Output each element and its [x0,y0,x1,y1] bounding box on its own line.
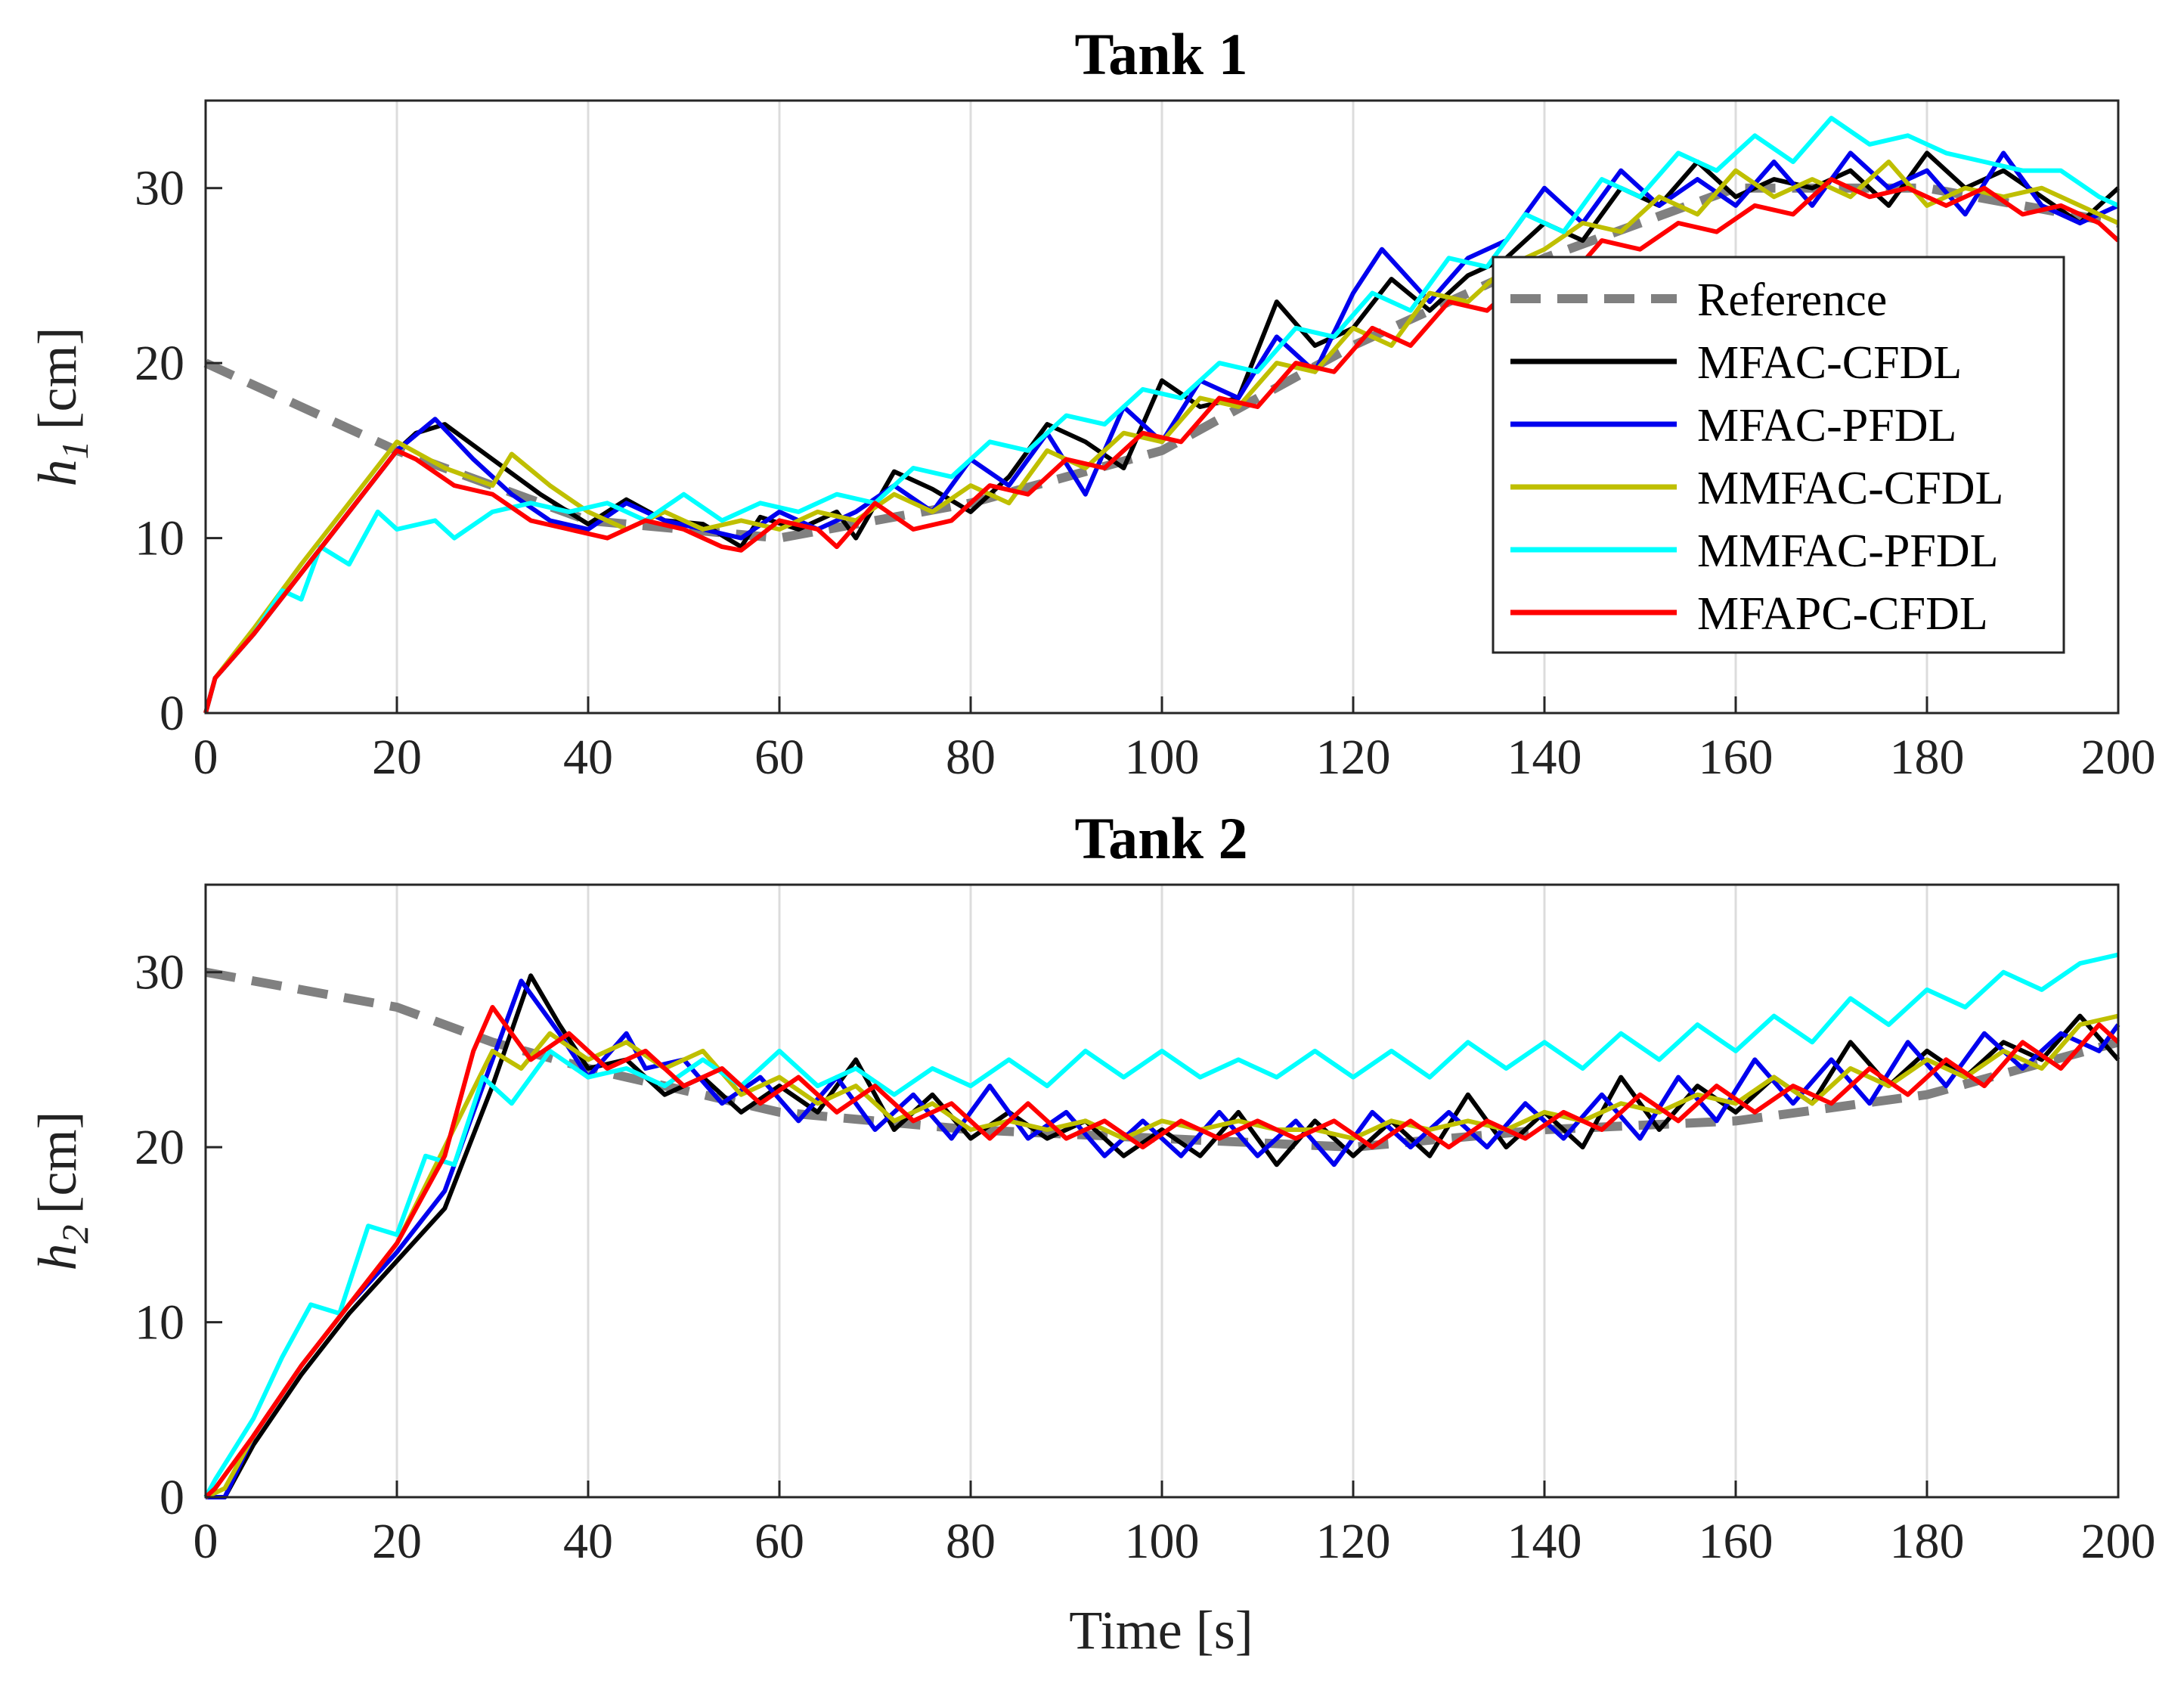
x-tick-label: 20 [372,730,422,785]
x-tick-label: 100 [1125,1514,1200,1569]
x-tick-label: 100 [1125,730,1200,785]
x-tick-label: 60 [754,730,804,785]
series-line-mmfac-cfdl [203,160,2120,714]
y-tick-labels: 0 10 20 30 [135,161,222,741]
subplot-tank2: Tank 2 0 20 40 60 80 100 120 140 160 180 200 0 10 20… [27,805,2156,1661]
y-tick-label: 30 [135,161,184,216]
series-lines [203,952,2120,1499]
y-tick-label: 30 [135,945,184,1000]
y-tick-label: 20 [135,1120,184,1175]
series-line-mmfac-pfdl [203,952,2119,1499]
series-line-mmfac-pfdl [203,116,2120,714]
legend-box [1492,256,2065,654]
x-tick-label: 140 [1507,730,1582,785]
y-tick-label: 0 [160,686,184,741]
y-tick-label: 10 [135,511,184,566]
legend-label-mfac-pfdl: MFAC-PFDL [1697,400,1956,451]
series-line-mfapc-cfdl [203,177,2120,714]
y-tick-label: 10 [135,1295,184,1350]
x-tick-label: 40 [563,730,613,785]
x-tick-label: 20 [372,1514,422,1569]
x-tick-label: 160 [1699,1514,1774,1569]
y-tick-label: 0 [160,1470,184,1525]
x-tick-label: 180 [1890,1514,1965,1569]
x-tick-label: 140 [1507,1514,1582,1569]
legend: Reference MFAC-CFDL MFAC-PFDL MMFAC-CFDL… [1492,256,2065,654]
x-tick-label: 160 [1699,730,1774,785]
x-tick-label: 0 [194,1514,218,1569]
x-tick-labels: 0 20 40 60 80 100 120 140 160 180 200 [194,696,2156,785]
x-tick-labels: 0 20 40 60 80 100 120 140 160 180 200 [194,1481,2156,1569]
x-tick-label: 120 [1316,1514,1391,1569]
x-tick-label: 40 [563,1514,613,1569]
x-tick-label: 0 [194,730,218,785]
y-axis-label: h2[cm] [27,1112,96,1271]
legend-label-mfac-cfdl: MFAC-CFDL [1697,337,1962,389]
legend-label-mmfac-cfdl: MMFAC-CFDL [1697,463,2003,514]
subplot-title: Tank 2 [1074,805,1247,871]
x-tick-label: 80 [946,1514,996,1569]
y-tick-label: 20 [135,336,184,391]
legend-label-reference: Reference [1697,274,1887,326]
x-tick-label: 200 [2081,730,2156,785]
subplot-tank1: Tank 1 0 20 40 60 80 100 120 140 160 180 200 0 10 20… [27,21,2156,785]
series-lines [203,116,2120,714]
y-axis-label: h1[cm] [27,327,96,487]
grid-lines [395,885,1928,1497]
x-tick-label: 180 [1890,730,1965,785]
legend-label-mfapc-cfdl: MFAPC-CFDL [1697,588,1988,640]
x-tick-label: 200 [2081,1514,2156,1569]
legend-label-mmfac-pfdl: MMFAC-PFDL [1697,526,1999,577]
x-tick-label: 80 [946,730,996,785]
series-line-mfac-pfdl [206,978,2120,1499]
subplot-title: Tank 1 [1074,21,1247,87]
y-tick-labels: 0 10 20 30 [135,945,222,1525]
series-line-mfapc-cfdl [203,1005,2120,1499]
x-tick-label: 120 [1316,730,1391,785]
x-axis-label: Time [s] [1069,1600,1253,1661]
x-tick-label: 60 [754,1514,804,1569]
